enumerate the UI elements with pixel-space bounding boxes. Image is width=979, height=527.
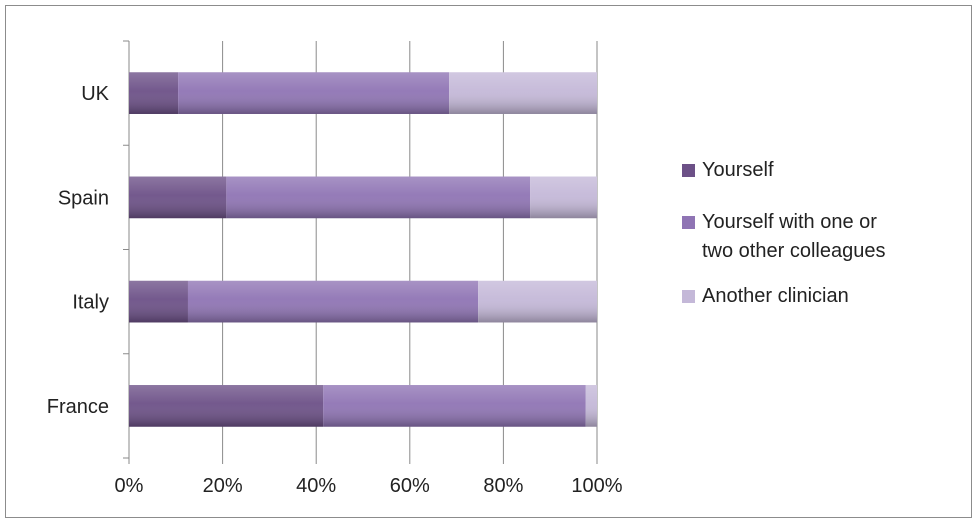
x-tick-label: 80% xyxy=(483,475,523,497)
legend-swatch-yourself xyxy=(682,164,695,177)
chart-area: 0% 20% 40% 60% 80% 100% UK Spain Italy France You… xyxy=(5,5,972,518)
legend-label-another-clinician: Another clinician xyxy=(702,285,849,307)
bar-segment-shading xyxy=(129,280,188,323)
bar-segment-shading xyxy=(478,280,597,323)
y-tick-label: Italy xyxy=(72,292,109,314)
legend-label-yourself: Yourself xyxy=(702,159,774,181)
x-tick-label: 40% xyxy=(296,475,336,497)
legend-label-yourself-with-colleagues: Yourself with one or two other colleague… xyxy=(702,211,886,262)
bar-segment-shading xyxy=(129,176,227,219)
legend-swatch-yourself-with-colleagues xyxy=(682,216,695,229)
x-tick-label: 20% xyxy=(203,475,243,497)
bars xyxy=(129,72,597,427)
bar-chart: 0% 20% 40% 60% 80% 100% UK Spain Italy France xyxy=(47,40,623,497)
bar-segment-shading xyxy=(129,72,179,114)
tick-labels: 0% 20% 40% 60% 80% 100% UK Spain Italy France xyxy=(47,83,623,497)
bar-segment-shading xyxy=(129,385,324,427)
x-tick-label: 0% xyxy=(115,475,144,497)
y-tick-label: France xyxy=(47,396,109,418)
bar-segment-shading xyxy=(178,72,450,114)
x-tick-label: 60% xyxy=(390,475,430,497)
legend: Yourself Yourself with one or two other … xyxy=(672,156,972,311)
bar-segment-shading xyxy=(226,176,531,219)
bar-segment-shading xyxy=(449,72,597,114)
legend-item-yourself: Yourself xyxy=(672,156,972,185)
bar-segment-shading xyxy=(323,385,586,427)
legend-item-another-clinician: Another clinician xyxy=(672,282,972,311)
bar-segment-shading xyxy=(187,280,479,323)
bar-segment-shading xyxy=(530,176,597,219)
bar-segment-shading xyxy=(585,385,597,427)
legend-item-yourself-with-colleagues: Yourself with one or two other colleague… xyxy=(672,208,972,266)
y-tick-label: Spain xyxy=(58,187,109,209)
y-tick-label: UK xyxy=(81,83,109,105)
legend-swatch-another-clinician xyxy=(682,290,695,303)
x-tick-label: 100% xyxy=(571,475,622,497)
